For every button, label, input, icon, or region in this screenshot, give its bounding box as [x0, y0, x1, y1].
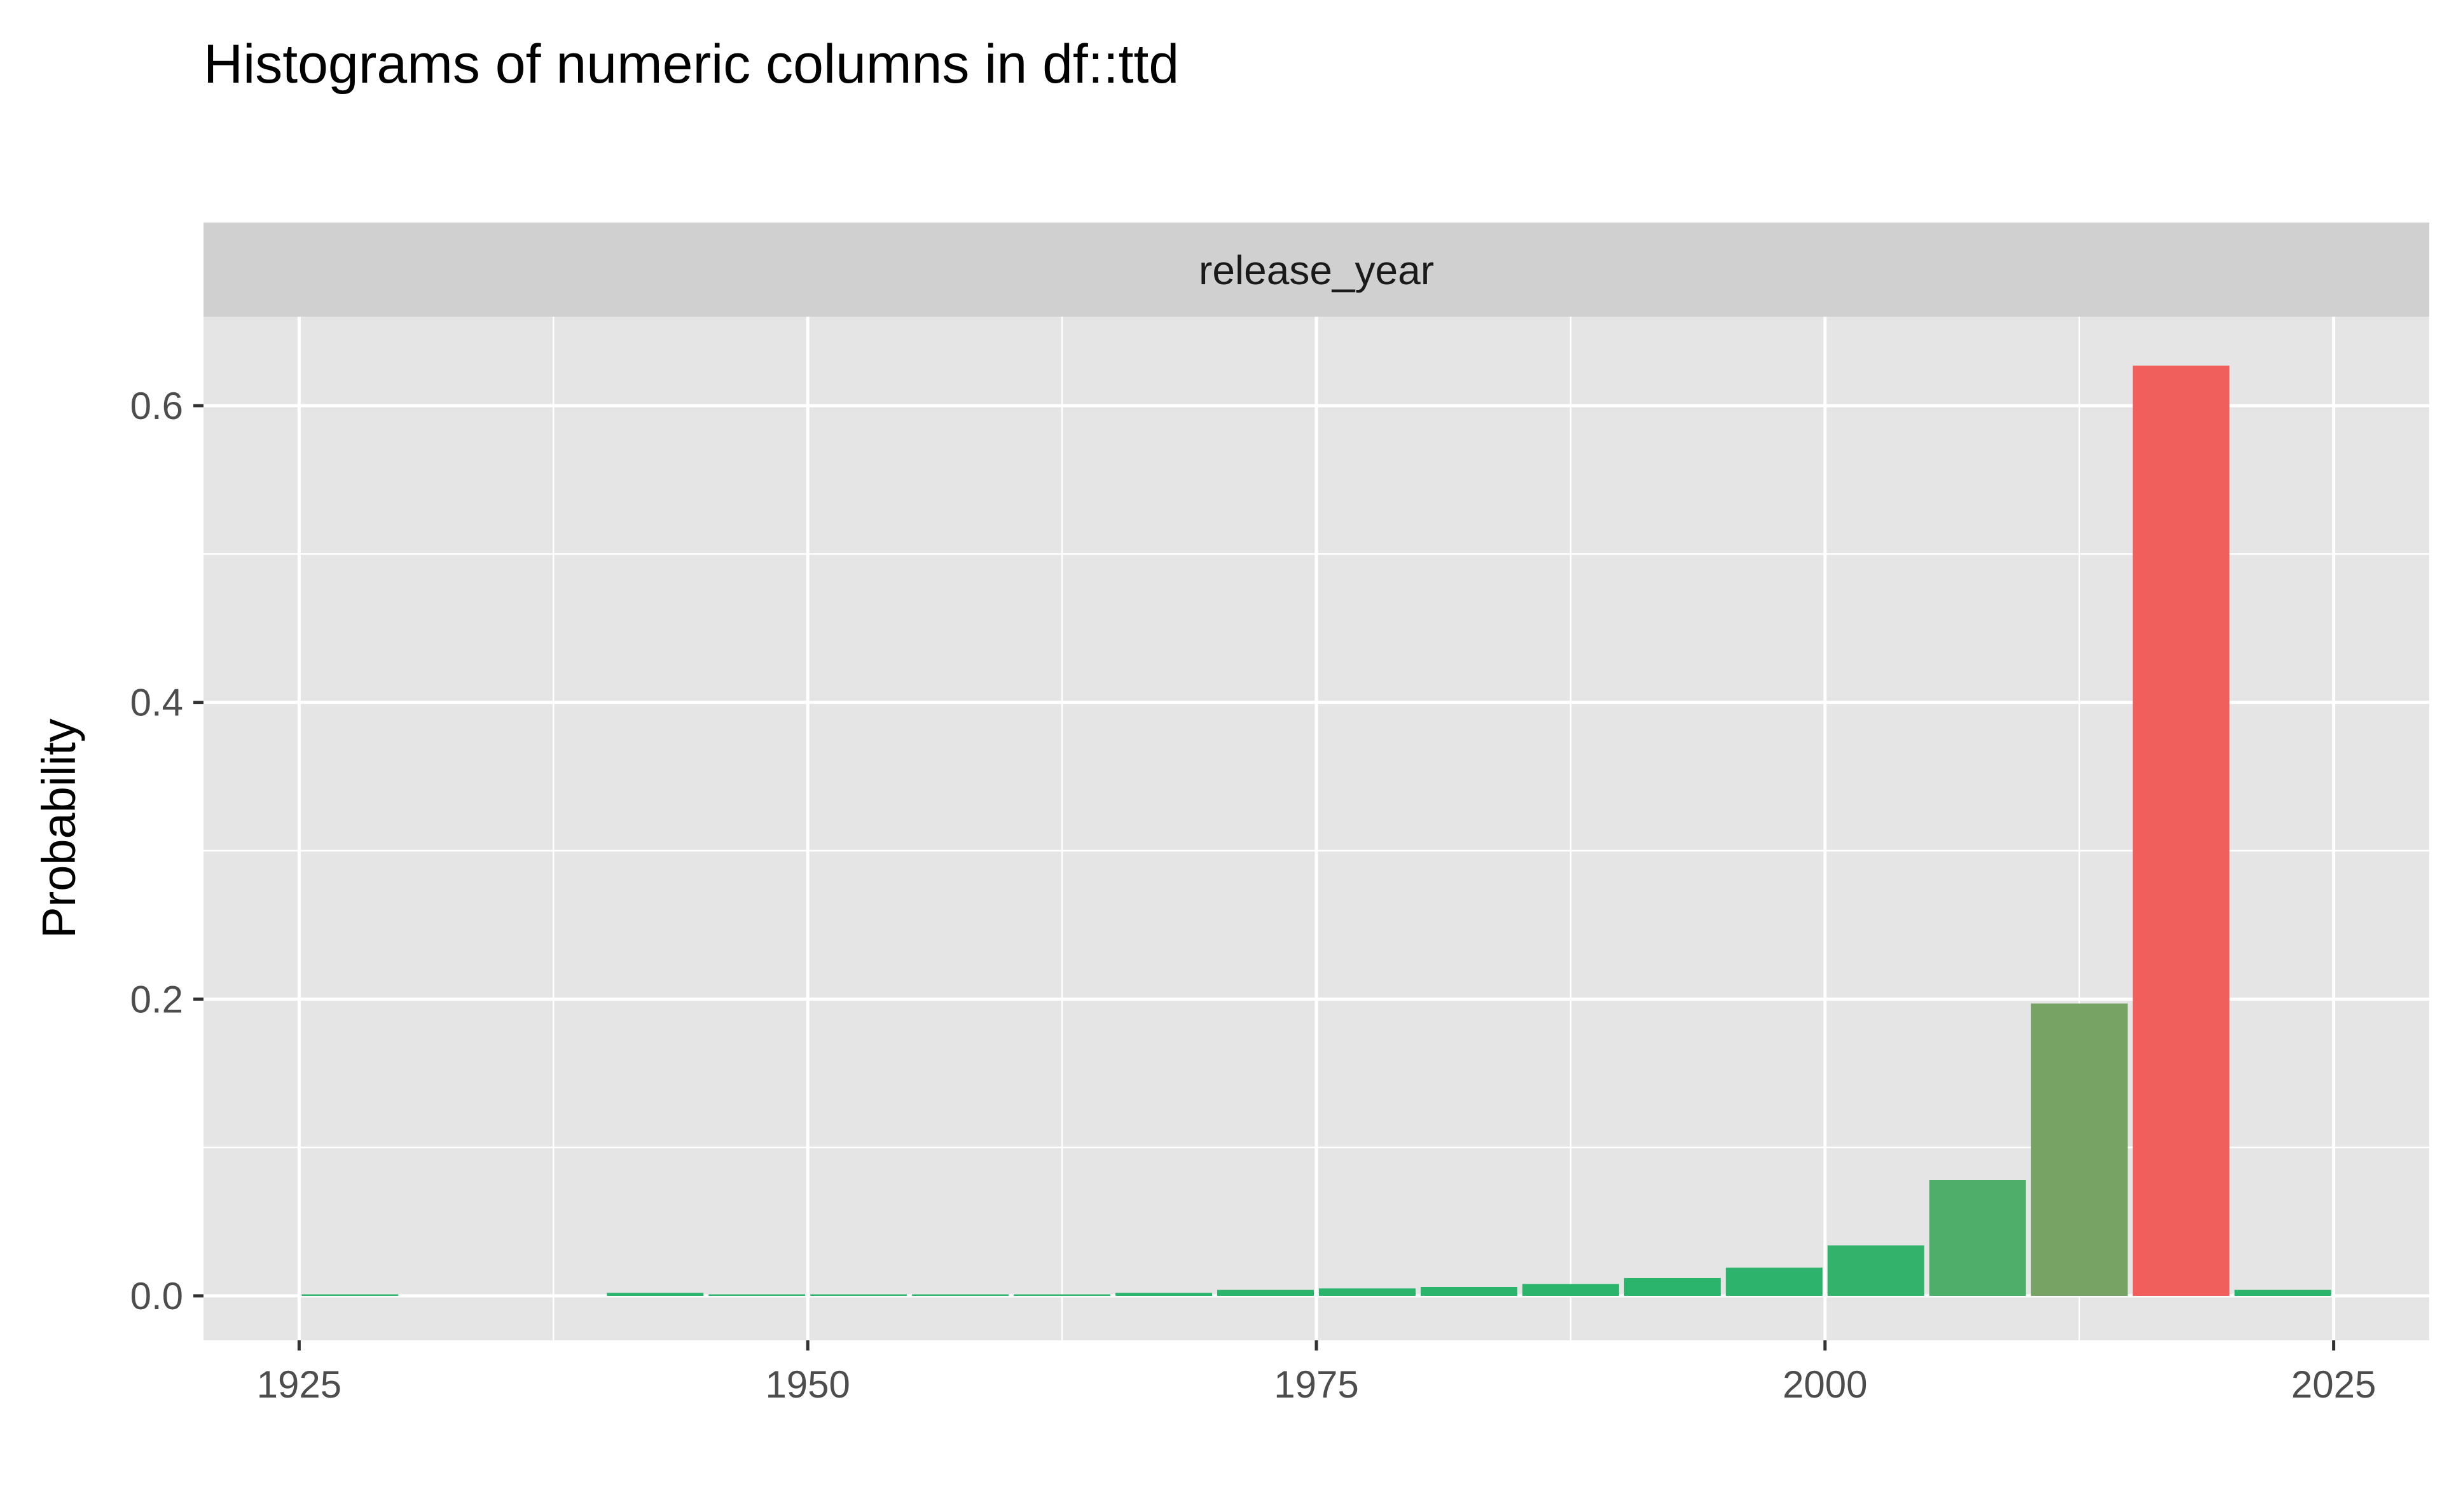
facet-strip — [204, 223, 2429, 317]
histogram-bar — [2234, 1289, 2331, 1296]
histogram-bar — [810, 1294, 907, 1296]
histogram-bar — [1522, 1284, 1619, 1296]
y-tick-label: 0.6 — [130, 385, 183, 427]
histogram-bar — [2031, 1003, 2128, 1296]
y-axis-title: Probability — [32, 718, 85, 938]
y-axis: 0.0 0.2 0.4 0.6 — [130, 385, 204, 1317]
y-tick-label: 0.4 — [130, 682, 183, 724]
histogram-bar — [1319, 1288, 1416, 1296]
histogram-bar — [1624, 1278, 1721, 1296]
chart-title: Histograms of numeric columns in df::ttd — [204, 34, 1179, 95]
x-tick-label: 1975 — [1274, 1363, 1358, 1406]
histogram-bar — [1929, 1180, 2026, 1296]
x-tick-label: 1925 — [257, 1363, 341, 1406]
histogram-bar — [1827, 1245, 1924, 1296]
histogram-bar — [607, 1293, 704, 1296]
y-tick-label: 0.0 — [130, 1275, 183, 1317]
y-tick-label: 0.2 — [130, 978, 183, 1021]
x-tick-label: 2000 — [1783, 1363, 1867, 1406]
histogram-bar — [301, 1294, 399, 1296]
histogram-bar — [1725, 1267, 1823, 1296]
x-tick-label: 2025 — [2291, 1363, 2376, 1406]
histogram-bar — [1115, 1293, 1213, 1296]
histogram-bar — [1014, 1294, 1111, 1296]
major-gridlines — [204, 317, 2429, 1340]
x-tick-label: 1950 — [765, 1363, 850, 1406]
histogram-bar — [1217, 1289, 1314, 1296]
histogram-bar — [708, 1294, 806, 1296]
histogram-bar — [2132, 366, 2230, 1296]
histogram-bar — [912, 1294, 1009, 1296]
histogram-bar — [1420, 1287, 1517, 1296]
facet-strip-label: release_year — [1199, 247, 1434, 293]
x-axis: 1925 1950 1975 2000 2025 — [257, 1340, 2376, 1406]
histogram-bars — [301, 366, 2331, 1296]
